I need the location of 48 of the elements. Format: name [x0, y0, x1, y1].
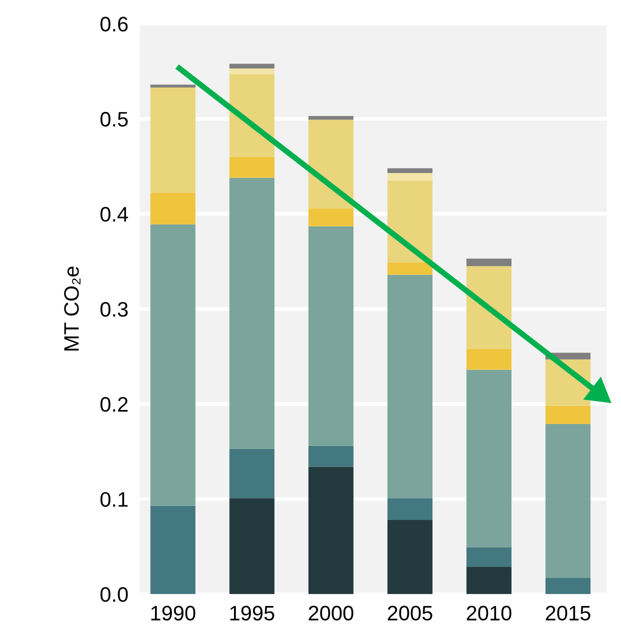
bar [150, 506, 196, 594]
bar [545, 406, 591, 424]
bar [466, 566, 512, 594]
bar [545, 424, 591, 578]
y-tick-label: 0.1 [100, 492, 128, 507]
x-tick-label: 2005 [388, 606, 432, 621]
y-tick-label: 0.5 [100, 112, 128, 127]
bar [387, 520, 432, 594]
x-tick-label: 1990 [151, 606, 196, 621]
x-tick-label: 1995 [230, 606, 274, 621]
bar [387, 180, 432, 262]
bar [150, 87, 196, 193]
y-tick-label: 0.4 [100, 206, 128, 222]
bar [308, 116, 354, 120]
x-tick-label: 2015 [546, 606, 590, 621]
bar [387, 498, 432, 520]
y-tick-label: 0.2 [100, 397, 128, 412]
bar [545, 578, 591, 594]
bar [229, 448, 274, 498]
bar [387, 262, 432, 275]
bar [229, 498, 274, 594]
y-tick-label: 0.3 [100, 302, 128, 317]
bar [150, 192, 196, 224]
bar [308, 208, 354, 226]
bar [229, 156, 274, 178]
bar [387, 274, 432, 498]
bar [229, 74, 274, 157]
y-tick-label: 0.0 [100, 587, 128, 602]
bar [150, 84, 196, 88]
bar [229, 178, 274, 449]
bar [229, 68, 274, 74]
y-axis-title: MT CO₂e [64, 266, 80, 350]
x-tick-label: 2000 [308, 606, 354, 621]
bar [466, 258, 512, 266]
bar [150, 224, 196, 506]
bar [387, 173, 432, 181]
bar [466, 348, 512, 370]
bar [466, 370, 512, 548]
bar [308, 120, 354, 208]
x-tick-label: 2010 [466, 606, 512, 621]
bar [466, 548, 512, 567]
bar [308, 466, 354, 594]
y-tick-label: 0.6 [100, 16, 128, 32]
bar [308, 226, 354, 446]
bar [387, 168, 432, 174]
bar [308, 446, 354, 467]
bar [466, 266, 512, 349]
bar [229, 64, 274, 68]
